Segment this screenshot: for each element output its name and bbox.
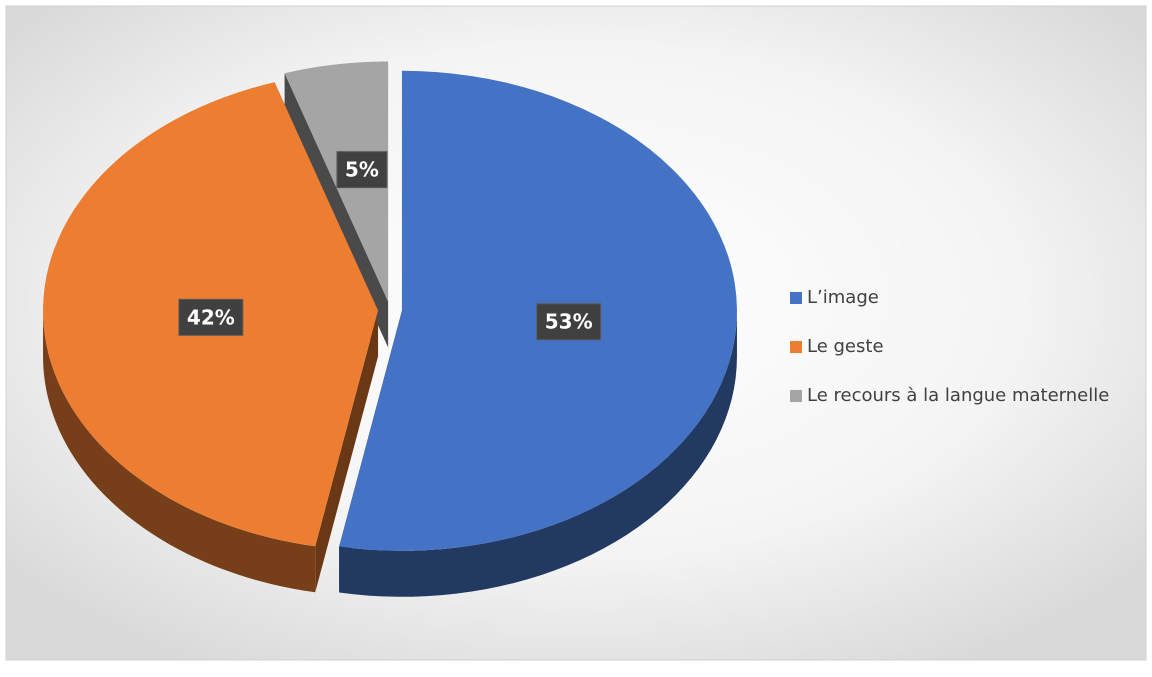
slice-side: [43, 310, 316, 593]
slice-side: [339, 310, 737, 597]
slice-radial-face: [315, 310, 379, 593]
data-label-box: [336, 151, 388, 189]
legend-swatch: [790, 341, 802, 353]
legend-swatch: [790, 292, 802, 304]
data-label: 42%: [187, 305, 235, 329]
data-label-box: [536, 303, 602, 341]
legend-label: Le recours à la langue maternelle: [807, 385, 1109, 406]
data-label: 5%: [345, 158, 379, 182]
legend-label: L’image: [807, 287, 879, 308]
data-label-box: [178, 298, 244, 336]
legend-swatch: [790, 390, 802, 402]
legend-label: Le geste: [807, 336, 884, 357]
legend: L’image Le geste Le recours à la langue ma…: [790, 287, 1109, 406]
data-label: 53%: [545, 310, 593, 334]
slice-sides: [43, 310, 737, 597]
slice: [284, 61, 389, 302]
